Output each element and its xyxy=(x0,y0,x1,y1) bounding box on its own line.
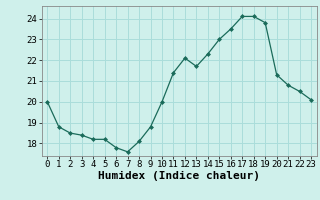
X-axis label: Humidex (Indice chaleur): Humidex (Indice chaleur) xyxy=(98,171,260,181)
